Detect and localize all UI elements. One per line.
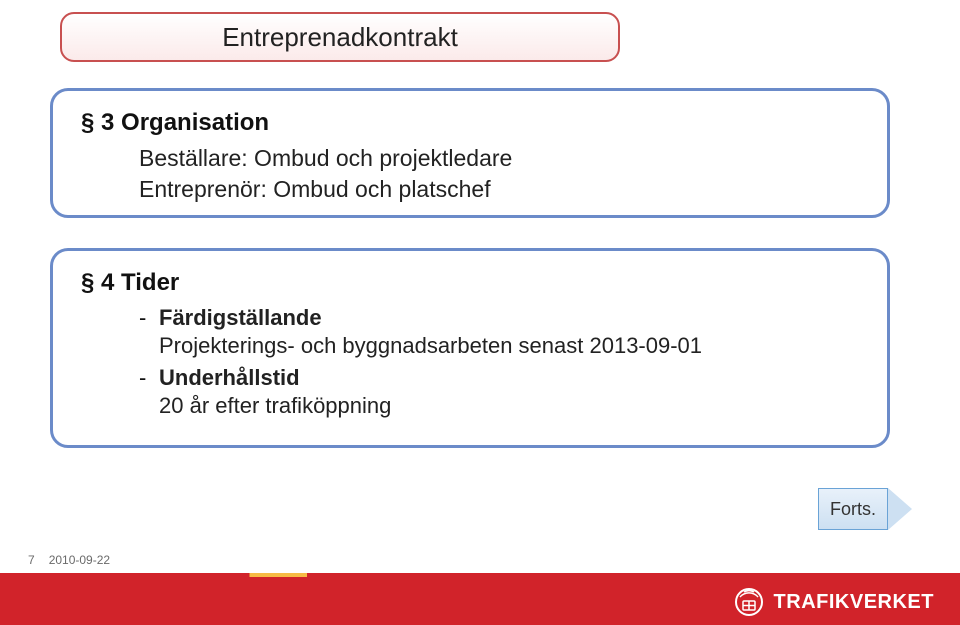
forts-label: Forts. <box>818 488 888 530</box>
list-item-body: Färdigställande Projekterings- och byggn… <box>159 305 702 359</box>
dash-icon: - <box>139 305 159 331</box>
list-item-detail: Projekterings- och byggnadsarbeten senas… <box>159 333 702 359</box>
section-4-list: - Färdigställande Projekterings- och byg… <box>139 305 859 419</box>
footer-meta: 7 2010-09-22 <box>28 553 110 567</box>
list-item: - Färdigställande Projekterings- och byg… <box>139 305 859 359</box>
list-item-body: Underhållstid 20 år efter trafiköppning <box>159 365 391 419</box>
footer-date: 2010-09-22 <box>49 553 110 567</box>
section-4-heading: § 4 Tider <box>81 269 859 297</box>
slide-title: Entreprenadkontrakt <box>222 22 458 53</box>
dash-icon: - <box>139 365 159 391</box>
page-number: 7 <box>28 553 35 567</box>
section-4-box: § 4 Tider - Färdigställande Projektering… <box>50 248 890 448</box>
section-3-line-2: Entreprenör: Ombud och platschef <box>139 174 859 205</box>
section-3-heading: § 3 Organisation <box>81 109 859 137</box>
list-item-detail: 20 år efter trafiköppning <box>159 393 391 419</box>
brand-name: TRAFIKVERKET <box>774 591 934 614</box>
list-item-title: Färdigställande <box>159 305 322 330</box>
slide: Entreprenadkontrakt § 3 Organisation Bes… <box>0 0 960 625</box>
brand-logo-icon <box>734 587 764 617</box>
section-3-line-1: Beställare: Ombud och projektledare <box>139 143 859 174</box>
section-3-box: § 3 Organisation Beställare: Ombud och p… <box>50 88 890 218</box>
title-box: Entreprenadkontrakt <box>60 12 620 62</box>
list-item: - Underhållstid 20 år efter trafiköppnin… <box>139 365 859 419</box>
forts-arrow: Forts. <box>818 488 912 530</box>
list-item-title: Underhållstid <box>159 365 300 390</box>
arrow-right-icon <box>888 488 912 530</box>
brand: TRAFIKVERKET <box>734 587 934 617</box>
